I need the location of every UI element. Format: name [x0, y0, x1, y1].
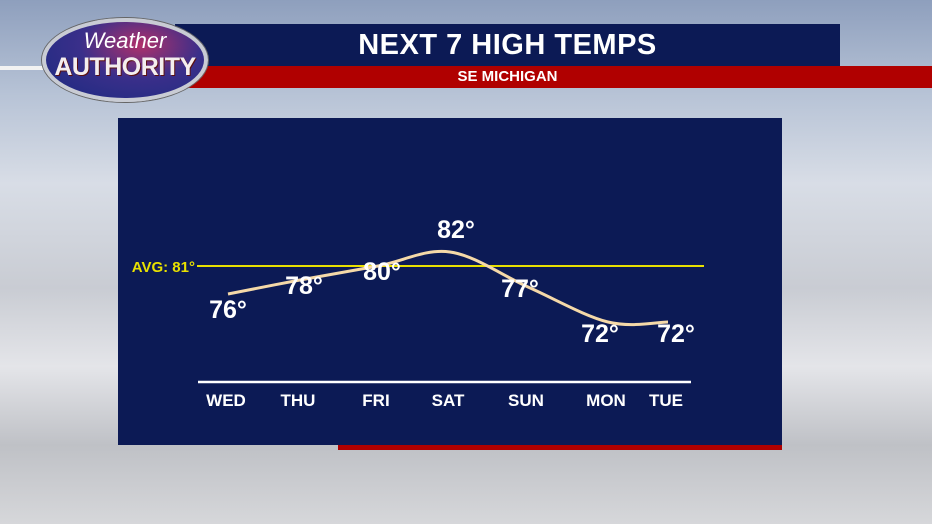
page-title: NEXT 7 HIGH TEMPS	[358, 29, 657, 61]
day-label-wed: WED	[206, 391, 246, 410]
day-label-fri: FRI	[362, 391, 389, 410]
temp-label-sun: 77°	[501, 275, 539, 303]
subheader-bar	[175, 66, 932, 88]
average-label: AVG: 81°	[132, 259, 195, 276]
region-subtitle: SE MICHIGAN	[457, 68, 558, 85]
logo-line2: AUTHORITY	[54, 53, 196, 81]
day-label-thu: THU	[281, 391, 316, 410]
temperature-curve	[227, 249, 669, 327]
panel-red-accent	[338, 445, 782, 450]
chart-panel	[118, 118, 782, 445]
weather-authority-logo: Weather AUTHORITY	[42, 18, 208, 102]
header-bar	[175, 24, 840, 66]
day-label-tue: TUE	[649, 391, 683, 410]
day-label-sun: SUN	[508, 391, 544, 410]
day-label-mon: MON	[586, 391, 626, 410]
temp-label-fri: 80°	[363, 258, 401, 286]
temp-label-tue: 72°	[657, 320, 695, 348]
temp-label-thu: 78°	[285, 272, 323, 300]
logo-line1: Weather	[83, 28, 167, 53]
temp-label-sat: 82°	[437, 216, 475, 244]
temp-label-mon: 72°	[581, 320, 619, 348]
temp-label-wed: 76°	[209, 296, 247, 324]
day-label-sat: SAT	[432, 391, 465, 410]
chart-marks: WED 76° THU 78° FRI 80° SAT 82° SUN 77° MON 72° TUE 7…	[206, 216, 695, 410]
